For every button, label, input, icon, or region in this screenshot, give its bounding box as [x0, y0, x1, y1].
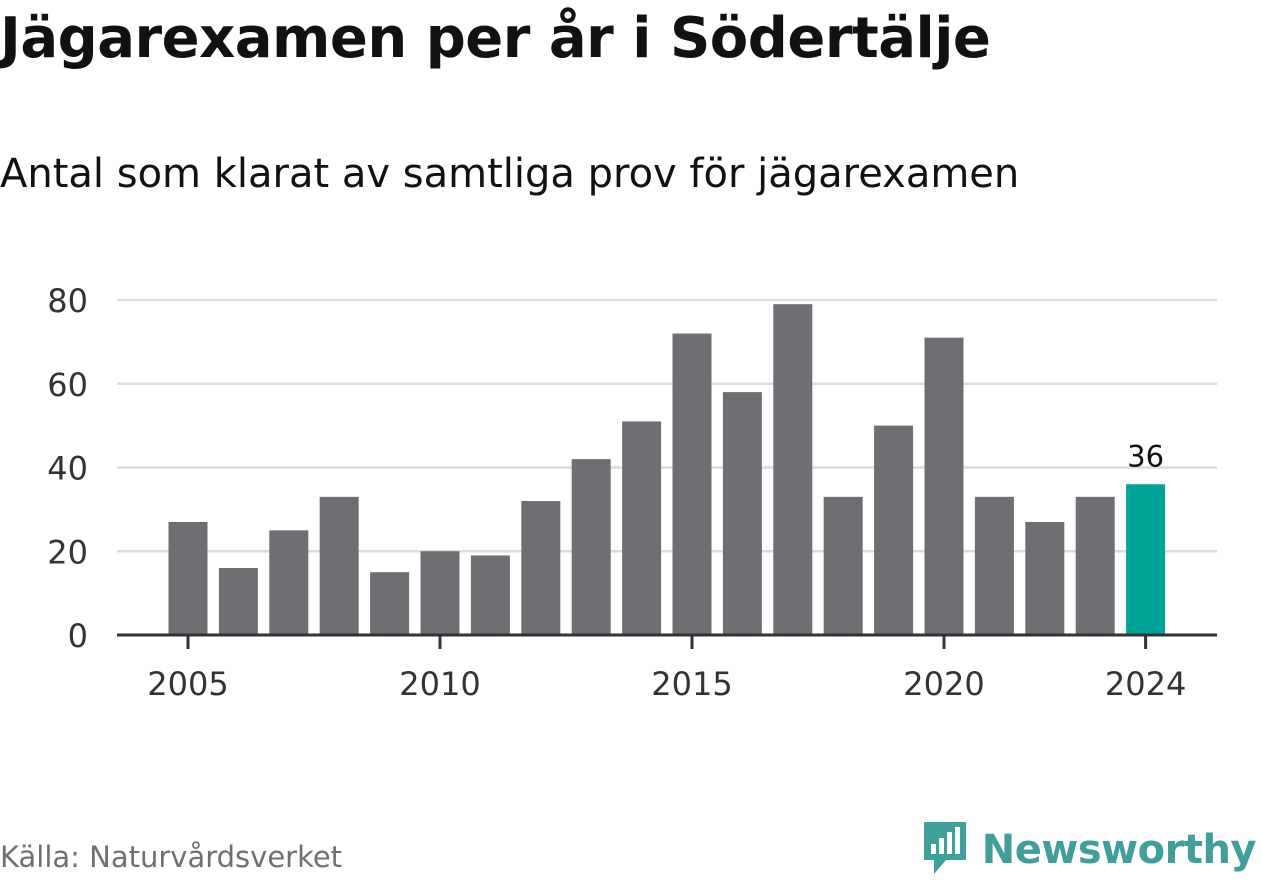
- bar-2008: [319, 496, 359, 635]
- x-tick-label: 2005: [147, 665, 228, 703]
- labels: 0 20 40 60 80 2005 2010 2015 2020 2024 36: [47, 282, 1186, 703]
- bar-2023: [1075, 496, 1115, 635]
- bar-2005: [168, 521, 208, 635]
- bar-2009: [370, 572, 410, 635]
- bar-2016: [722, 392, 762, 635]
- bar-2020: [924, 337, 964, 635]
- source-note: Källa: Naturvårdsverket: [0, 840, 343, 874]
- bar-2012: [521, 501, 561, 635]
- brand-name: Newsworthy: [981, 827, 1257, 873]
- axes: [117, 633, 1217, 649]
- y-tick-label: 60: [47, 366, 88, 404]
- bar-2014: [622, 421, 662, 635]
- chart-title: Jägarexamen per år i Södertälje: [0, 6, 991, 71]
- brand: Newsworthy: [920, 818, 1257, 882]
- bar-2017: [773, 304, 813, 635]
- bar-2006: [218, 568, 258, 635]
- x-tick-label: 2020: [903, 665, 984, 703]
- bar-2021: [974, 496, 1014, 635]
- x-tick-label: 2024: [1105, 665, 1186, 703]
- newsworthy-logo-icon: [920, 818, 970, 882]
- bar-2019: [874, 425, 914, 635]
- data-label-2024: 36: [1127, 439, 1164, 473]
- bar-2018: [823, 496, 863, 635]
- bar-2011: [470, 555, 510, 635]
- y-tick-label: 80: [47, 282, 88, 320]
- grid-lines: [117, 298, 1217, 553]
- bar-2010: [420, 551, 460, 635]
- y-tick-label: 0: [68, 617, 88, 655]
- bar-2015: [672, 333, 712, 635]
- bar-2022: [1025, 521, 1065, 635]
- x-tick-label: 2015: [651, 665, 732, 703]
- y-tick-label: 40: [47, 450, 88, 488]
- chart-subtitle: Antal som klarat av samtliga prov för jä…: [0, 151, 1020, 197]
- bars: [168, 304, 1166, 635]
- x-tick-label: 2010: [399, 665, 480, 703]
- bar-2013: [571, 459, 611, 635]
- bar-2024: [1126, 484, 1166, 635]
- y-tick-label: 20: [47, 533, 88, 571]
- bar-2007: [269, 530, 309, 635]
